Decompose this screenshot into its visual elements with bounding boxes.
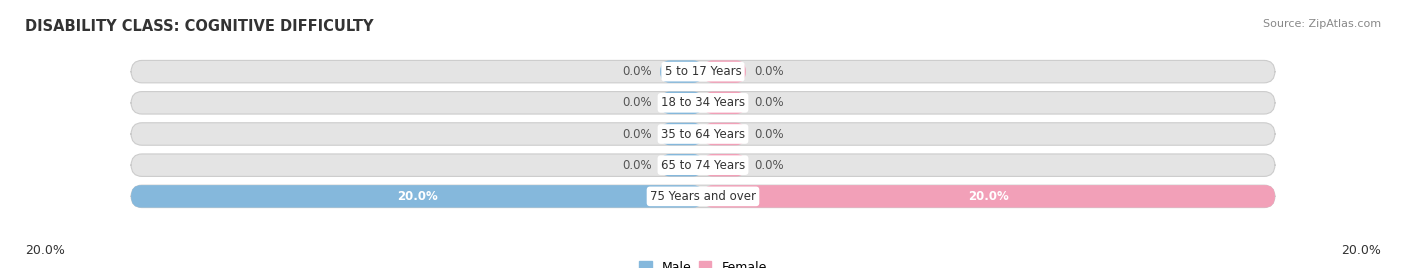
FancyBboxPatch shape (131, 60, 1275, 83)
Legend: Male, Female: Male, Female (634, 256, 772, 268)
Text: 75 Years and over: 75 Years and over (650, 190, 756, 203)
Text: 0.0%: 0.0% (755, 128, 785, 140)
Text: 0.0%: 0.0% (755, 159, 785, 172)
Text: 0.0%: 0.0% (621, 65, 651, 78)
Text: 65 to 74 Years: 65 to 74 Years (661, 159, 745, 172)
FancyBboxPatch shape (659, 154, 703, 176)
FancyBboxPatch shape (659, 92, 703, 114)
Text: 18 to 34 Years: 18 to 34 Years (661, 96, 745, 109)
FancyBboxPatch shape (131, 154, 1275, 176)
FancyBboxPatch shape (131, 185, 1275, 208)
FancyBboxPatch shape (703, 123, 747, 145)
Text: 0.0%: 0.0% (621, 96, 651, 109)
Text: 0.0%: 0.0% (621, 159, 651, 172)
FancyBboxPatch shape (659, 123, 703, 145)
Text: 20.0%: 20.0% (25, 244, 65, 257)
FancyBboxPatch shape (131, 92, 1275, 114)
FancyBboxPatch shape (703, 185, 1275, 208)
FancyBboxPatch shape (703, 154, 747, 176)
Text: 20.0%: 20.0% (396, 190, 437, 203)
FancyBboxPatch shape (131, 185, 703, 208)
Text: 5 to 17 Years: 5 to 17 Years (665, 65, 741, 78)
Text: DISABILITY CLASS: COGNITIVE DIFFICULTY: DISABILITY CLASS: COGNITIVE DIFFICULTY (25, 19, 374, 34)
Text: 0.0%: 0.0% (755, 96, 785, 109)
FancyBboxPatch shape (659, 60, 703, 83)
Text: 0.0%: 0.0% (755, 65, 785, 78)
Text: 20.0%: 20.0% (1341, 244, 1381, 257)
Text: Source: ZipAtlas.com: Source: ZipAtlas.com (1263, 19, 1381, 29)
Text: 35 to 64 Years: 35 to 64 Years (661, 128, 745, 140)
Text: 20.0%: 20.0% (969, 190, 1010, 203)
FancyBboxPatch shape (703, 60, 747, 83)
FancyBboxPatch shape (703, 92, 747, 114)
FancyBboxPatch shape (131, 123, 1275, 145)
Text: 0.0%: 0.0% (621, 128, 651, 140)
